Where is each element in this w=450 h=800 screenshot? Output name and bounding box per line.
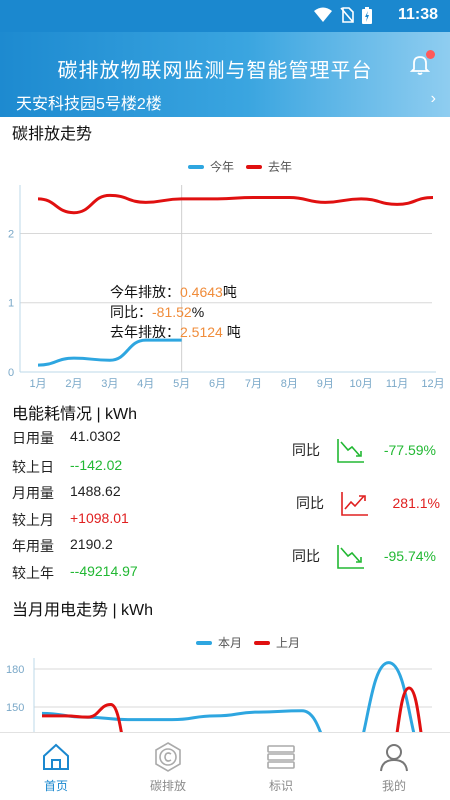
legend-last-month: 上月: [276, 636, 301, 650]
notification-button[interactable]: [408, 50, 435, 76]
energy-section-title: 电能耗情况 | kWh: [12, 406, 138, 423]
carbon-icon: [155, 742, 181, 772]
legend-last-year: 去年: [268, 160, 293, 174]
x-tick-label: 1月: [29, 378, 46, 390]
trend-down-icon: [337, 545, 364, 569]
x-tick-label: 3月: [101, 378, 118, 390]
chevron-right-icon[interactable]: ›: [430, 90, 436, 107]
x-tick-label: 4月: [137, 378, 154, 390]
tab-profile[interactable]: 我的: [338, 733, 450, 800]
x-tick-label: 11月: [386, 378, 408, 390]
battery-icon: [362, 7, 372, 24]
compare-day: 同比 -77.59%: [292, 436, 436, 464]
carbon-legend: 今年 去年: [188, 158, 292, 175]
legend-swatch-last-year: [246, 164, 263, 169]
tab-home[interactable]: 首页: [0, 733, 112, 800]
trend-down-icon: [337, 439, 364, 463]
user-icon: [380, 744, 408, 772]
series-line-去年: [37, 193, 434, 215]
no-sim-icon: [340, 7, 354, 23]
carbon-section-title: 碳排放走势: [12, 126, 93, 143]
y-tick-label: 1: [8, 298, 14, 310]
app-header: 碳排放物联网监测与智能管理平台 天安科技园5号楼2楼 ›: [0, 32, 450, 117]
x-tick-label: 9月: [317, 378, 334, 390]
y-tick-label: 0: [8, 367, 14, 379]
tooltip-this-year: 今年排放：0.4643吨: [110, 284, 237, 300]
chart-tooltip: 今年排放：0.4643吨 同比：-81.52% 去年排放：2.5124 吨: [110, 282, 241, 342]
legend-swatch-this-year: [188, 164, 204, 169]
status-icons: [314, 7, 372, 24]
y-tick-label: 2: [8, 228, 14, 240]
bottom-tab-bar: 首页 碳排放 标识 我的: [0, 732, 450, 800]
y-tick-label: 150: [6, 702, 24, 714]
x-tick-label: 5月: [173, 378, 190, 390]
y-tick-label: 180: [6, 664, 24, 676]
legend-swatch-this-month: [196, 640, 212, 645]
tooltip-last-year: 去年排放：2.5124 吨: [110, 324, 241, 340]
x-tick-label: 6月: [209, 378, 226, 390]
month-section-title: 当月用电走势 | kWh: [12, 602, 154, 619]
x-tick-label: 10月: [350, 378, 373, 390]
compare-month: 同比 281.1%: [296, 489, 440, 517]
home-icon: [43, 743, 69, 770]
tab-carbon[interactable]: 碳排放: [112, 733, 224, 800]
page-title: 碳排放物联网监测与智能管理平台: [57, 60, 373, 82]
compare-year: 同比 -95.74%: [292, 542, 436, 570]
legend-this-month: 本月: [218, 636, 243, 650]
bell-icon: [409, 56, 431, 75]
x-tick-label: 2月: [65, 378, 82, 390]
legend-swatch-last-month: [254, 640, 271, 645]
carbon-trend-chart[interactable]: 0 1 2 1月 2月 3月 4月 5月 6月 7月 8月 9月 10月 11月 12月: [0, 180, 450, 395]
wifi-icon: [314, 7, 332, 22]
series-line-上月: [42, 686, 423, 732]
status-bar: 11:38: [0, 0, 450, 32]
clock: 11:38: [397, 6, 438, 23]
trend-up-icon: [341, 492, 368, 516]
tab-label[interactable]: 标识: [225, 733, 337, 800]
month-legend: 本月 上月: [196, 634, 300, 651]
series-line-今年: [37, 338, 182, 367]
x-tick-label: 7月: [245, 378, 262, 390]
x-tick-label: 12月: [421, 378, 444, 390]
list-icon: [267, 745, 295, 769]
x-tick-label: 8月: [281, 378, 298, 390]
legend-this-year: 今年: [210, 160, 235, 174]
notification-badge: [426, 50, 435, 59]
location-selector[interactable]: 天安科技园5号楼2楼: [16, 96, 162, 113]
tooltip-yoy: 同比：-81.52%: [110, 304, 205, 320]
series-line-本月: [41, 661, 416, 732]
month-trend-chart[interactable]: 150 180: [0, 650, 450, 732]
